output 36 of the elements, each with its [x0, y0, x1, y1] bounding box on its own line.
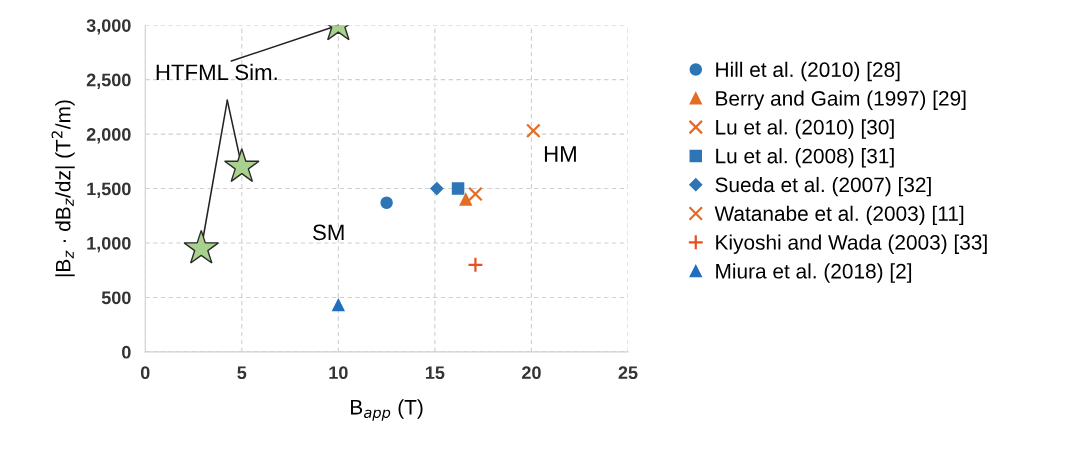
y-tick-label: 0	[122, 345, 131, 359]
x-tick-label: 0	[140, 366, 150, 380]
y-tick-label: 1,000	[87, 236, 131, 253]
x-tick-label: 20	[522, 366, 541, 380]
y-tick-label: 2,500	[86, 73, 131, 89]
annotation: HM	[544, 146, 576, 162]
x-tick-label: 10	[329, 366, 348, 380]
y-tick-label: 1,500	[87, 182, 131, 198]
x-tick-label: 5	[237, 366, 247, 380]
legend-label: Hill et al. (2010) [28]	[716, 61, 900, 82]
point	[430, 181, 444, 196]
y-axis-title: |B$_{z}$ · dB$_{z}$/dz| (T$^{2}$/m)	[51, 100, 75, 277]
annotation: HTFML Sim.	[156, 63, 277, 81]
point	[459, 193, 473, 206]
point	[223, 148, 260, 183]
point	[380, 196, 393, 209]
x-axis-title: B$_{app}$ (T)	[351, 399, 423, 421]
y-tick-label: 3,000	[86, 19, 131, 35]
point	[183, 229, 220, 264]
legend-label: Sueda et al. (2007) [32]	[715, 176, 931, 197]
y-tick-label: 2,000	[86, 128, 131, 144]
point	[526, 123, 541, 139]
x-tick-label: 15	[425, 366, 445, 380]
legend-label: Berry and Gaim (1997) [29]	[716, 90, 966, 110]
x-tick-label: 25	[618, 366, 638, 380]
annotation: SM	[313, 224, 344, 241]
y-tick-label: 500	[101, 291, 131, 305]
point	[451, 182, 465, 195]
legend-label: Lu et al. (2008) [31]	[716, 148, 894, 168]
point	[332, 298, 345, 312]
point	[467, 256, 484, 273]
legend-label: Miura et al. (2018) [2]	[716, 263, 912, 283]
point	[468, 186, 483, 202]
legend-label: Kiyoshi and Wada (2003) [33]	[716, 234, 987, 254]
legend-label: Watanabe et al. (2003) [11]	[714, 205, 964, 226]
legend-label: Lu et al. (2010) [30]	[716, 119, 894, 139]
